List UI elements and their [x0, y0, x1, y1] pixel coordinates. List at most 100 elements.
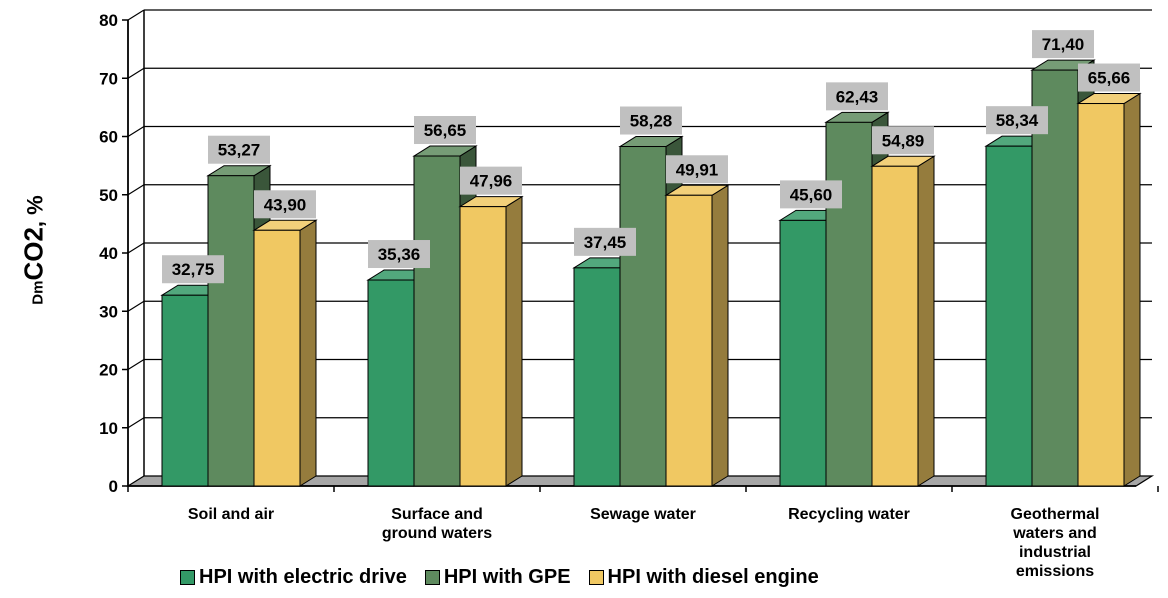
data-label-text: 62,43: [836, 87, 879, 106]
legend-item-gpe: HPI with GPE: [424, 566, 571, 589]
bar: [252, 219, 318, 487]
bar-front: [207, 175, 255, 487]
bar-front: [459, 206, 507, 487]
bar-front: [1077, 103, 1125, 487]
data-label-box: [666, 155, 728, 184]
data-label-text: 43,90: [264, 195, 307, 214]
y-tick-label: 10: [99, 419, 118, 438]
bar-front: [253, 229, 301, 487]
data-label: 53,27: [208, 135, 270, 164]
bar-front: [161, 294, 209, 487]
legend-swatch-electric: [180, 570, 195, 585]
x-tick-label: Recycling water: [788, 506, 910, 523]
y-tick-label: 30: [99, 302, 118, 321]
data-label-text: 45,60: [790, 185, 833, 204]
data-label: 49,91: [666, 155, 728, 184]
data-label-box: [620, 106, 682, 135]
bar-front: [985, 145, 1033, 487]
gridline-20-side: [127, 358, 145, 371]
data-label-box: [574, 227, 636, 256]
data-label-text: 58,28: [630, 112, 673, 131]
y-axis-title-prefix: Dm: [29, 280, 47, 305]
legend-label-electric: HPI with electric drive: [199, 566, 407, 588]
bar-front: [619, 146, 667, 487]
data-label: 54,89: [872, 126, 934, 155]
data-label-box: [162, 255, 224, 284]
bar-front: [573, 267, 621, 487]
gridline-50-side: [127, 184, 145, 196]
bar-front: [871, 165, 919, 487]
data-label-box: [872, 126, 934, 155]
data-label-text: 32,75: [172, 260, 215, 279]
data-label-box: [780, 180, 842, 209]
y-tick-label: 50: [99, 186, 118, 205]
data-label-box: [208, 135, 270, 164]
gridline-70-side: [127, 67, 145, 79]
bar-side: [299, 219, 317, 487]
data-label-text: 71,40: [1042, 35, 1085, 54]
x-tick-label: Geothermal waters and industrial emissions: [1011, 506, 1100, 580]
data-label-box: [1078, 63, 1140, 92]
bar: [664, 184, 730, 487]
bar: [458, 195, 524, 487]
bar-side: [1123, 92, 1141, 487]
bar-front: [1031, 69, 1079, 487]
legend-swatch-diesel: [588, 570, 604, 585]
gridline-40-side: [127, 242, 145, 254]
data-label: 56,65: [414, 116, 476, 145]
data-label-text: 56,65: [424, 121, 467, 140]
data-label-box: [826, 82, 888, 111]
legend-label-diesel: HPI with diesel engine: [607, 566, 819, 588]
y-tick-label: 60: [99, 128, 118, 147]
gridline-30-side: [127, 300, 145, 312]
y-tick-label: 80: [99, 11, 118, 30]
y-axis-title-main: CO2: [18, 227, 49, 281]
data-label: 32,75: [162, 255, 224, 284]
y-tick-label: 20: [99, 361, 118, 380]
x-tick-label: Sewage water: [590, 506, 696, 523]
bar-front: [367, 279, 415, 487]
bar-front: [779, 219, 827, 487]
bar-front: [665, 194, 713, 487]
data-label: 62,43: [826, 82, 888, 111]
gridline-10-side: [127, 417, 145, 429]
y-axis-title-suffix: , %: [22, 195, 48, 228]
legend: HPI with electric drive HPI with GPE HPI…: [180, 566, 819, 589]
data-label-box: [460, 166, 522, 195]
bar: [870, 155, 936, 487]
bar-side: [711, 184, 729, 487]
x-tick-label: Surface and ground waters: [382, 506, 492, 542]
y-tick-label: 40: [99, 244, 118, 263]
data-label-text: 54,89: [882, 131, 925, 150]
bar-front: [825, 121, 873, 487]
data-label: 71,40: [1032, 30, 1094, 59]
data-label: 65,66: [1078, 63, 1140, 92]
data-label-text: 58,34: [996, 111, 1039, 130]
legend-item-electric: HPI with electric drive: [180, 566, 407, 589]
gridline-60-side: [127, 125, 145, 138]
data-label-box: [414, 116, 476, 145]
bar-side: [505, 195, 523, 487]
data-label: 43,90: [254, 190, 316, 219]
legend-label-gpe: HPI with GPE: [443, 566, 571, 588]
data-label-text: 53,27: [218, 141, 261, 160]
legend-swatch-gpe: [424, 570, 440, 585]
data-label: 58,28: [620, 106, 682, 135]
data-label-text: 37,45: [584, 233, 627, 252]
bar: [1076, 92, 1142, 487]
y-axis-title: DmCO2, %: [14, 100, 54, 400]
data-label-box: [254, 190, 316, 219]
data-label-text: 47,96: [470, 172, 513, 191]
data-label: 45,60: [780, 180, 842, 209]
data-label: 58,34: [986, 106, 1048, 135]
data-label-box: [1032, 30, 1094, 59]
data-label-text: 65,66: [1088, 69, 1131, 88]
x-tick-label: Soil and air: [188, 506, 274, 523]
gridline-80-side: [127, 9, 145, 21]
bar-front: [413, 155, 461, 487]
data-label: 47,96: [460, 166, 522, 195]
bar-side: [917, 155, 935, 487]
data-label-box: [986, 106, 1048, 135]
data-label-text: 49,91: [676, 160, 719, 179]
